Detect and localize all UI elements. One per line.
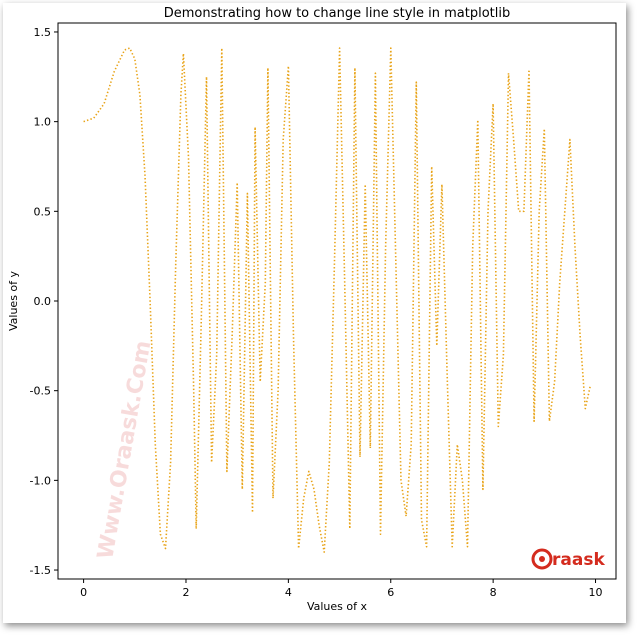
chart-title: Demonstrating how to change line style i… bbox=[164, 6, 511, 21]
series-line-0 bbox=[83, 47, 592, 553]
plot-frame bbox=[57, 22, 617, 580]
y-tick-label: 0.5 bbox=[34, 205, 52, 218]
logo-o-ring bbox=[531, 548, 553, 570]
x-ticks: 0 2 4 6 8 10 bbox=[80, 579, 603, 599]
series-line-group bbox=[83, 47, 592, 553]
y-tick-label: -0.5 bbox=[30, 385, 51, 398]
y-tick-label: 0.0 bbox=[34, 295, 52, 308]
x-tick-label: 10 bbox=[589, 586, 603, 599]
y-tick-label: 1.0 bbox=[34, 116, 52, 129]
y-tick-label: -1.5 bbox=[30, 564, 51, 577]
y-tick-label: 1.5 bbox=[34, 26, 52, 39]
plot-background bbox=[58, 23, 616, 579]
y-axis-label: Values of y bbox=[7, 270, 20, 331]
x-tick-label: 6 bbox=[387, 586, 394, 599]
oraask-logo: raask bbox=[531, 548, 605, 570]
x-tick-label: 4 bbox=[285, 586, 292, 599]
x-tick-label: 8 bbox=[490, 586, 497, 599]
x-tick-label: 0 bbox=[80, 586, 87, 599]
y-ticks: -1.5 -1.0 -0.5 0.0 0.5 1.0 1.5 bbox=[30, 26, 58, 577]
x-tick-label: 2 bbox=[182, 586, 189, 599]
logo-text: raask bbox=[552, 550, 605, 570]
logo-o-dot bbox=[539, 556, 545, 562]
y-tick-label: -1.0 bbox=[30, 474, 51, 487]
x-axis-label: Values of x bbox=[307, 600, 368, 613]
